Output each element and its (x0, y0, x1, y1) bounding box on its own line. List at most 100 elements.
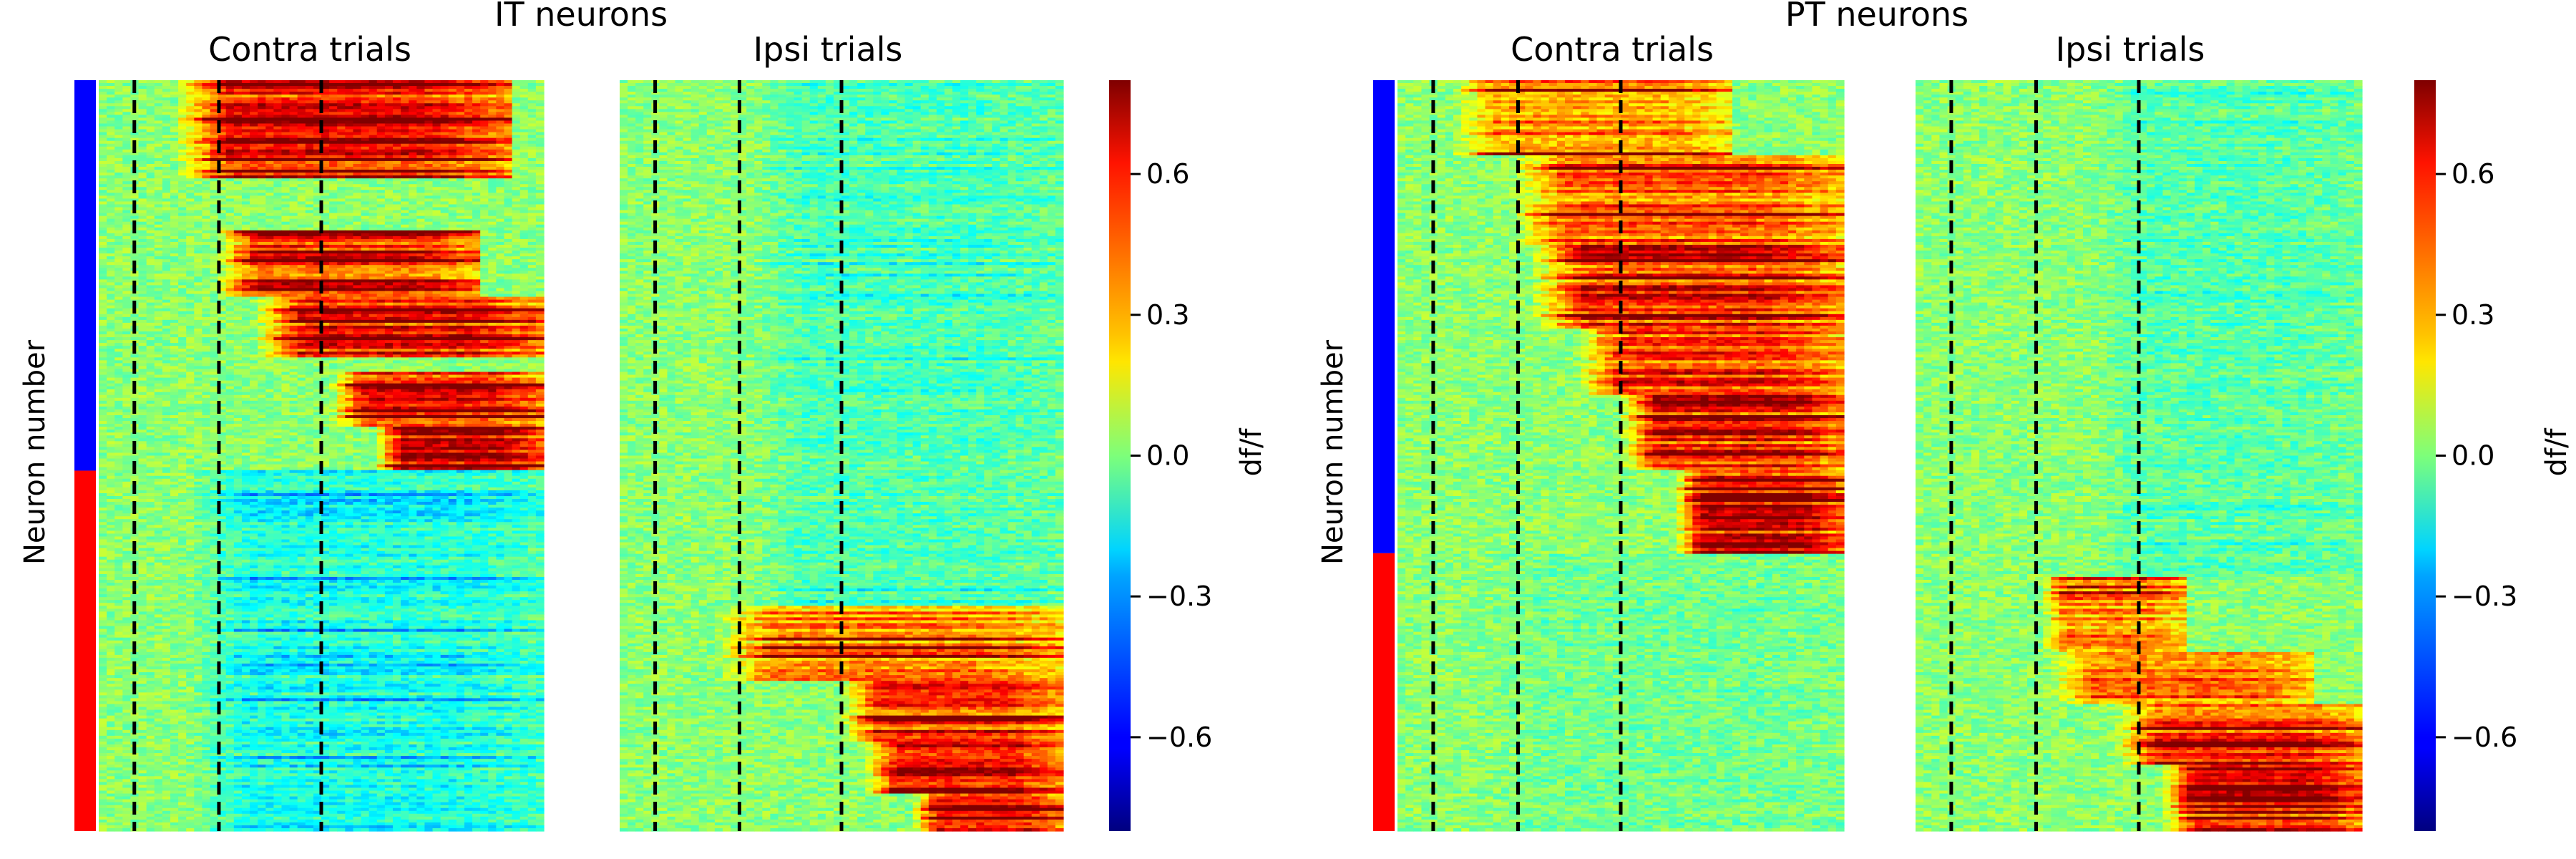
heatmap-cell (504, 80, 513, 84)
heatmap-cell (369, 296, 378, 301)
heatmap-cell (472, 181, 481, 185)
heatmap-cell (194, 190, 203, 193)
heatmap-cell (313, 273, 322, 277)
heatmap-cell (99, 149, 107, 153)
heatmap-cell (225, 201, 235, 205)
heatmap-cell (233, 213, 243, 217)
heatmap-cell (130, 137, 140, 142)
heatmap-cell (488, 285, 497, 289)
heatmap-cell (265, 325, 274, 329)
heatmap-cell (361, 146, 370, 150)
heatmap-cell (409, 100, 417, 104)
heatmap-cell (353, 334, 362, 338)
heatmap-cell (337, 293, 346, 298)
heatmap-cell (273, 106, 283, 110)
heatmap-cell (154, 149, 163, 153)
heatmap-cell (305, 248, 314, 251)
heatmap-cell (202, 160, 211, 165)
heatmap-cell (162, 221, 171, 225)
heatmap-cell (416, 120, 425, 125)
heatmap-cell (504, 262, 513, 266)
heatmap-cell (178, 273, 187, 277)
heatmap-cell (448, 253, 457, 257)
heatmap-cell (504, 97, 513, 101)
heatmap-cell (289, 213, 298, 217)
heatmap-cell (369, 160, 378, 165)
heatmap-cell (250, 187, 258, 190)
heatmap-cell (265, 311, 274, 315)
heatmap-cell (456, 268, 465, 271)
heatmap-cell (480, 299, 489, 304)
heatmap-cell (472, 143, 481, 147)
heatmap-cell (480, 103, 489, 107)
heatmap-cell (210, 164, 219, 168)
heatmap-cell (313, 115, 322, 119)
heatmap-cell (305, 279, 314, 283)
heatmap-cell (241, 253, 250, 257)
heatmap-cell (321, 181, 330, 185)
heatmap-cell (337, 316, 346, 321)
heatmap-cell (337, 248, 346, 251)
heatmap-cell (265, 89, 274, 92)
heatmap-cell (480, 265, 489, 268)
heatmap-cell (138, 149, 147, 153)
heatmap-cell (265, 265, 274, 268)
heatmap-cell (178, 112, 187, 116)
heatmap-cell (424, 86, 434, 89)
heatmap-cell (329, 137, 338, 142)
heatmap-cell (289, 97, 298, 101)
heatmap-cell (170, 155, 179, 159)
heatmap-cell (384, 215, 394, 220)
heatmap-cell (440, 273, 449, 277)
heatmap-cell (170, 97, 179, 101)
heatmap-cell (107, 155, 115, 159)
heatmap-cell (409, 167, 417, 170)
heatmap-cell (130, 175, 140, 179)
heatmap-cell (480, 221, 489, 225)
heatmap-cell (504, 157, 513, 162)
heatmap-cell (353, 253, 362, 257)
heatmap-cell (202, 259, 211, 263)
heatmap-cell (122, 117, 132, 122)
heatmap-cell (122, 120, 132, 125)
heatmap-cell (289, 276, 298, 280)
heatmap-cell (504, 285, 513, 289)
heatmap-cell (289, 331, 298, 335)
heatmap-cell (535, 213, 545, 217)
heatmap-cell (258, 248, 266, 251)
heatmap-cell (107, 218, 115, 223)
heatmap-cell (146, 305, 155, 309)
heatmap-cell (376, 160, 386, 165)
heatmap-cell (512, 268, 521, 271)
heatmap-cell (130, 115, 140, 119)
heatmap-cell (233, 152, 243, 156)
heatmap-cell (289, 103, 298, 107)
heatmap-cell (281, 195, 291, 200)
heatmap-cell (345, 92, 354, 95)
heatmap-cell (337, 331, 346, 335)
heatmap-cell (114, 123, 123, 127)
heatmap-cell (535, 146, 545, 150)
heatmap-cell (504, 109, 513, 112)
heatmap-cell (488, 115, 497, 119)
heatmap-cell (170, 322, 179, 326)
heatmap-cell (146, 285, 155, 289)
heatmap-cell (297, 248, 306, 251)
heatmap-cell (535, 308, 545, 312)
heatmap-cell (448, 319, 457, 324)
heatmap-cell (250, 94, 258, 98)
heatmap-cell (416, 253, 425, 257)
heatmap-cell (369, 137, 378, 142)
heatmap-cell (361, 86, 370, 89)
heatmap-cell (186, 106, 195, 110)
heatmap-cell (233, 233, 243, 237)
heatmap-cell (297, 94, 306, 98)
heatmap-cell (488, 123, 497, 127)
heatmap-cell (480, 198, 489, 203)
heatmap-cell (376, 210, 386, 214)
heatmap-cell (107, 201, 115, 205)
heatmap-cell (527, 140, 537, 145)
heatmap-cell (202, 97, 211, 101)
heatmap-cell (361, 170, 370, 173)
heatmap-cell (170, 120, 179, 125)
